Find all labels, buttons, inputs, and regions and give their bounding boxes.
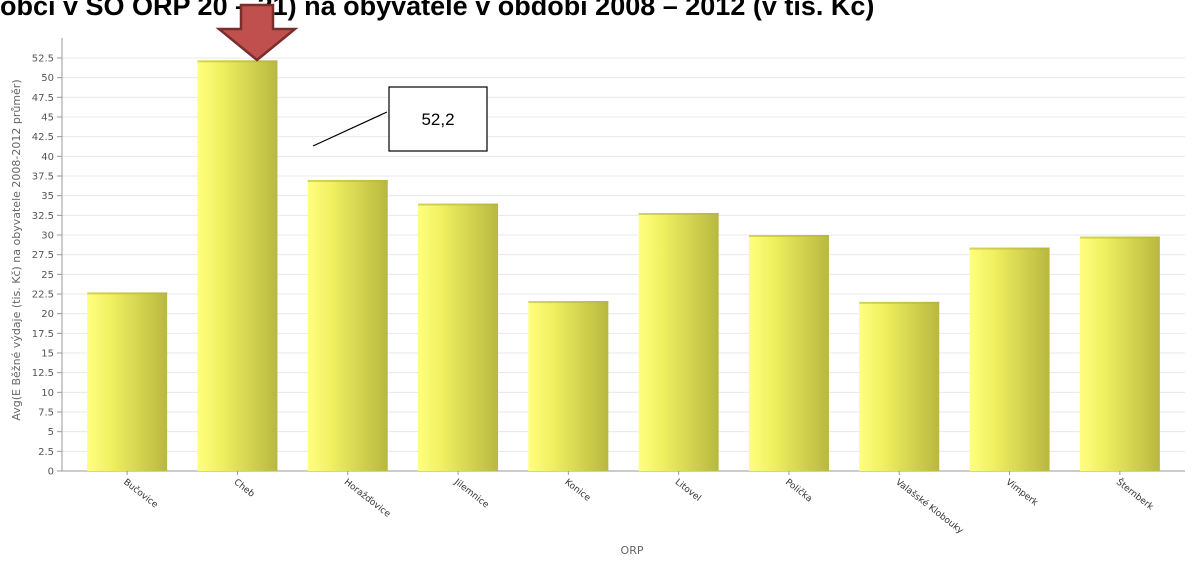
bar-top-edge bbox=[1079, 236, 1160, 239]
y-tick-label: 52.5 bbox=[32, 54, 54, 65]
y-tick-label: 17.5 bbox=[32, 329, 54, 340]
bar-top-edge bbox=[418, 203, 499, 206]
y-tick-label: 30 bbox=[41, 231, 54, 242]
bar-top-edge bbox=[638, 212, 719, 215]
bar-9 bbox=[1079, 236, 1160, 471]
bar-top-edge bbox=[748, 235, 829, 237]
bar-0 bbox=[87, 292, 168, 471]
bar-3 bbox=[418, 203, 499, 472]
bar-top-edge bbox=[528, 301, 609, 304]
x-tick-label: Bučovice bbox=[121, 477, 160, 511]
y-tick-label: 2.5 bbox=[38, 447, 54, 458]
x-tick-label: Šternberk bbox=[1114, 476, 1157, 513]
y-tick-label: 0 bbox=[48, 467, 54, 478]
bar-top-edge bbox=[859, 301, 940, 304]
x-tick-labels: Bučovice Cheb Horažďovice Jilemnice Konice Li… bbox=[121, 471, 1157, 537]
bar-6 bbox=[748, 235, 829, 471]
bar-top-edge bbox=[87, 292, 168, 295]
bar-top-edge bbox=[197, 60, 278, 63]
y-tick-label: 27.5 bbox=[32, 250, 54, 261]
y-tick-labels: 0 2.5 5 7.5 10 12.5 15 17.5 20 22.5 25 27.5 30 32.5 35… bbox=[32, 54, 62, 478]
page-title: obcí v SO ORP 20 – 21) na obyvatele v ob… bbox=[0, 0, 875, 21]
y-tick-label: 22.5 bbox=[32, 290, 54, 301]
callout-value-label: 52,2 bbox=[421, 110, 454, 129]
y-tick-label: 25 bbox=[41, 270, 54, 281]
x-tick-label: Litovel bbox=[673, 477, 703, 503]
y-tick-label: 12.5 bbox=[32, 368, 54, 379]
x-tick-label: Horažďovice bbox=[342, 477, 392, 519]
cheb-annotation: 52,2 bbox=[215, 3, 488, 152]
bar-2 bbox=[307, 179, 388, 471]
x-tick-label: Cheb bbox=[232, 477, 257, 499]
y-tick-label: 32.5 bbox=[32, 211, 54, 222]
bars bbox=[87, 60, 1160, 472]
bar-7 bbox=[859, 301, 940, 471]
x-tick-label: Vimperk bbox=[1004, 477, 1040, 508]
y-tick-label: 37.5 bbox=[32, 172, 54, 183]
x-tick-label: Valašské Klobouky bbox=[893, 477, 965, 537]
y-tick-label: 40 bbox=[41, 152, 54, 163]
y-tick-label: 15 bbox=[41, 349, 54, 360]
bar-8 bbox=[969, 247, 1050, 471]
callout-line bbox=[312, 111, 388, 147]
y-axis-title: Avg(E Běžné výdaje (tis. Kč) na obyvatel… bbox=[10, 79, 23, 420]
bar-top-edge bbox=[969, 247, 1050, 250]
y-tick-label: 20 bbox=[41, 309, 54, 320]
y-tick-label: 7.5 bbox=[38, 408, 54, 419]
y-tick-label: 42.5 bbox=[32, 132, 54, 143]
x-tick-label: Polička bbox=[783, 477, 814, 505]
bar-1 bbox=[197, 60, 278, 472]
x-tick-label: Konice bbox=[563, 477, 593, 503]
y-tick-label: 47.5 bbox=[32, 93, 54, 104]
y-tick-label: 45 bbox=[41, 113, 54, 124]
y-tick-label: 10 bbox=[41, 388, 54, 399]
x-tick-label: Jilemnice bbox=[451, 477, 490, 511]
y-tick-label: 50 bbox=[41, 73, 54, 84]
down-arrow-icon bbox=[215, 3, 299, 62]
bar-top-edge bbox=[307, 179, 388, 182]
callout-box bbox=[388, 86, 488, 152]
x-axis-title: ORP bbox=[621, 544, 644, 557]
bar-5 bbox=[638, 212, 719, 471]
y-tick-label: 5 bbox=[48, 427, 54, 438]
y-tick-label: 35 bbox=[41, 191, 54, 202]
bar-4 bbox=[528, 301, 609, 471]
